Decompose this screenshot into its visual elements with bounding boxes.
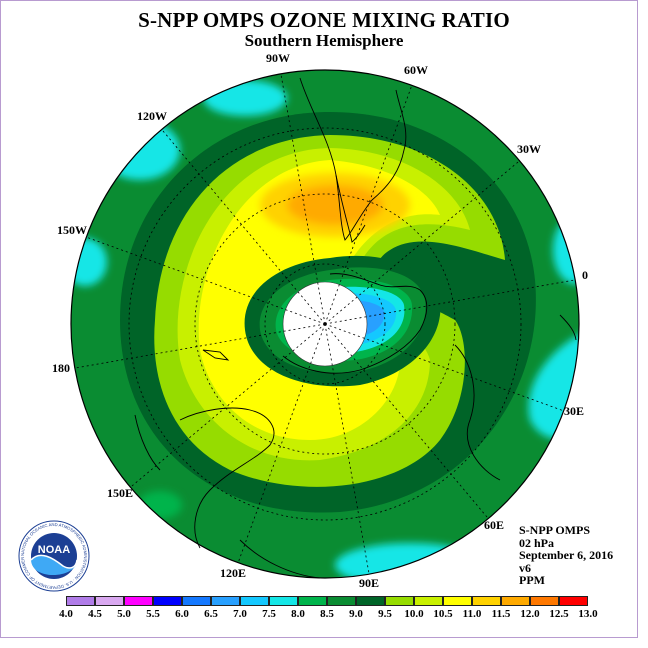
color-tick-label: 6.5	[204, 608, 218, 620]
color-tick-label: 13.0	[578, 608, 598, 620]
meridian-line	[280, 73, 326, 325]
color-tick-label: 10.5	[433, 608, 453, 620]
lon-label-90w: 90W	[266, 51, 290, 65]
color-tick-label: 12.0	[520, 608, 540, 620]
meridian-line	[74, 323, 326, 369]
color-tick-label: 7.5	[262, 608, 276, 620]
color-swatch	[472, 596, 501, 606]
info-block: S-NPP OMPS 02 hPa September 6, 2016 v6 P…	[519, 524, 613, 587]
lon-label-150w: 150W	[57, 223, 87, 237]
lon-label-30w: 30W	[517, 142, 541, 156]
color-swatch	[95, 596, 124, 606]
lon-label-90e: 90E	[359, 576, 380, 590]
color-tick-label: 8.0	[291, 608, 305, 620]
info-version: v6	[519, 560, 531, 575]
noaa-logo-icon: NOAA NATIONAL OCEANIC AND ATMOSPHERIC AD…	[18, 520, 90, 592]
figure-frame	[0, 0, 638, 638]
field-lobe-lowleft	[138, 491, 182, 519]
color-swatch	[501, 596, 530, 606]
color-swatch	[298, 596, 327, 606]
color-swatch	[240, 596, 269, 606]
field-lobe-bottom	[335, 543, 485, 578]
meridian-line	[324, 160, 520, 325]
meridians	[70, 69, 580, 579]
meridian-line	[161, 129, 326, 325]
color-swatch	[211, 596, 240, 606]
logo-text: NOAA	[38, 544, 70, 556]
color-tick-label: 12.5	[549, 608, 569, 620]
lon-label-120e: 120E	[220, 566, 247, 580]
meridian-line	[130, 323, 326, 488]
color-tick-label: 11.5	[491, 608, 511, 620]
meridian-line	[324, 323, 489, 519]
color-swatch	[443, 596, 472, 606]
color-tick-label: 4.0	[59, 608, 73, 620]
coastlines	[134, 77, 577, 579]
info-instrument: S-NPP OMPS	[519, 523, 590, 537]
color-tick-label: 6.0	[175, 608, 189, 620]
map-boundary	[70, 69, 580, 579]
lon-label-60e: 60E	[484, 518, 505, 532]
field-lobe-lowright	[528, 330, 579, 439]
color-tick-label: 9.5	[378, 608, 392, 620]
info-units: PPM	[519, 573, 545, 587]
lon-label-120w: 120W	[137, 109, 167, 123]
field-lobe-left	[71, 238, 107, 286]
color-tick-label: 11.0	[462, 608, 482, 620]
color-swatch	[385, 596, 414, 606]
lon-label-0: 0	[582, 268, 588, 282]
color-swatch	[269, 596, 298, 606]
meridian-line	[324, 279, 576, 325]
lon-label-180: 180	[52, 361, 70, 375]
meridian-line	[86, 236, 326, 325]
field-lobe-top	[203, 80, 287, 116]
color-swatch	[327, 596, 356, 606]
field-115	[287, 185, 383, 225]
color-swatch	[414, 596, 443, 606]
color-swatch	[530, 596, 559, 606]
color-tick-label: 10.0	[404, 608, 424, 620]
lon-label-150e: 150E	[107, 486, 134, 500]
map-subtitle: Southern Hemisphere	[244, 31, 404, 50]
lon-label-60w: 60W	[404, 63, 428, 77]
graticule	[128, 127, 522, 521]
color-tick-label: 4.5	[88, 608, 102, 620]
color-swatch	[124, 596, 153, 606]
color-swatch	[182, 596, 211, 606]
meridian-line	[237, 323, 326, 563]
color-swatch	[153, 596, 182, 606]
color-swatch	[559, 596, 588, 606]
color-tick-label: 5.5	[146, 608, 160, 620]
color-tick-label: 8.5	[320, 608, 334, 620]
lon-label-30e: 30E	[564, 404, 585, 418]
color-swatch	[356, 596, 385, 606]
color-tick-label: 9.0	[349, 608, 363, 620]
info-level: 02 hPa	[519, 535, 555, 550]
color-tick-label: 7.0	[233, 608, 247, 620]
color-swatch	[66, 596, 95, 606]
map-title: S-NPP OMPS OZONE MIXING RATIO	[138, 8, 510, 32]
meridian-line	[324, 323, 564, 412]
info-date: September 6, 2016	[519, 548, 614, 562]
color-tick-label: 5.0	[117, 608, 131, 620]
meridian-line	[324, 323, 370, 575]
